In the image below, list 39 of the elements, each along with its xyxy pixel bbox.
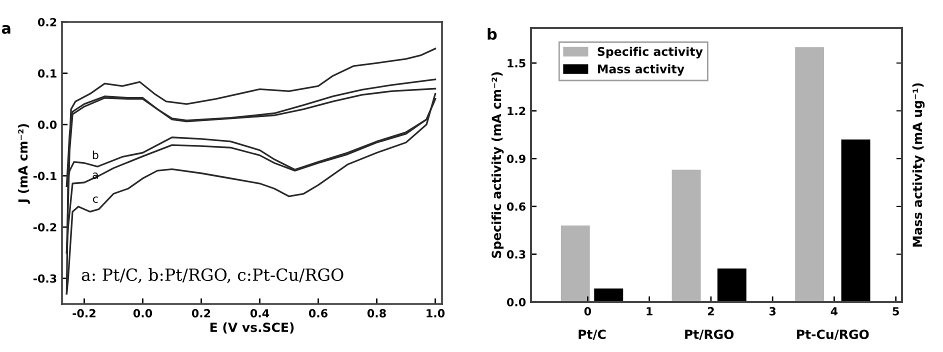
x-tick-label: 0.2	[192, 309, 210, 318]
annotation: b	[92, 150, 98, 160]
annotation: a: Pt/C, b:Pt/RGO, c:Pt-Cu/RGO	[82, 268, 344, 284]
x-tick-label: 5	[892, 307, 899, 316]
y2-axis-title: Mass activity (mA ug⁻¹)	[912, 83, 925, 247]
text: Pt/C	[578, 330, 606, 340]
y-tick-label: 0.0	[38, 120, 57, 129]
x-tick-label: -0.2	[72, 309, 96, 318]
y-tick-label: 0.6	[506, 202, 526, 211]
text: Pt/RGO	[685, 330, 734, 340]
y-axis-title: Specific activity (mA cm⁻²)	[491, 72, 504, 258]
legend-label: Specific activity	[598, 46, 703, 58]
annotation: c	[93, 196, 98, 203]
x-tick-label: 1.0	[426, 309, 445, 318]
y-tick-label: 0.2	[38, 18, 56, 26]
x-tick-label: 3	[769, 307, 776, 316]
y-tick-label: 1.5	[508, 59, 526, 68]
chart-title: a	[2, 25, 10, 34]
y-tick-label: 0.0	[506, 298, 526, 306]
legend-label: Mass activity	[598, 64, 684, 76]
y-tick-label: 0.3	[506, 250, 526, 259]
text: Pt-Cu/RGO	[797, 330, 869, 340]
chart-title: b	[488, 28, 497, 40]
y-tick-label: -0.3	[33, 274, 56, 283]
y-tick-label: 0.1	[38, 69, 56, 78]
y-tick-label: 1.2	[508, 106, 526, 116]
y-tick-label: 0.9	[506, 154, 526, 164]
x-tick-label: 1	[646, 307, 652, 316]
y-tick-label: -0.2	[33, 223, 56, 232]
x-tick-label: 0	[584, 307, 592, 316]
x-tick-label: 0.0	[133, 309, 152, 318]
x-tick-label: 4	[830, 307, 838, 316]
x-axis-title: E (V vs.SCE)	[210, 322, 294, 334]
x-tick-label: 0.8	[367, 309, 386, 318]
x-tick-label: 0.6	[308, 309, 328, 318]
x-tick-label: 2	[708, 307, 714, 316]
x-tick-label: 0.4	[250, 309, 270, 318]
y-tick-label: -0.1	[33, 172, 56, 180]
y-axis-title: J (mA cm⁻²)	[18, 124, 30, 204]
